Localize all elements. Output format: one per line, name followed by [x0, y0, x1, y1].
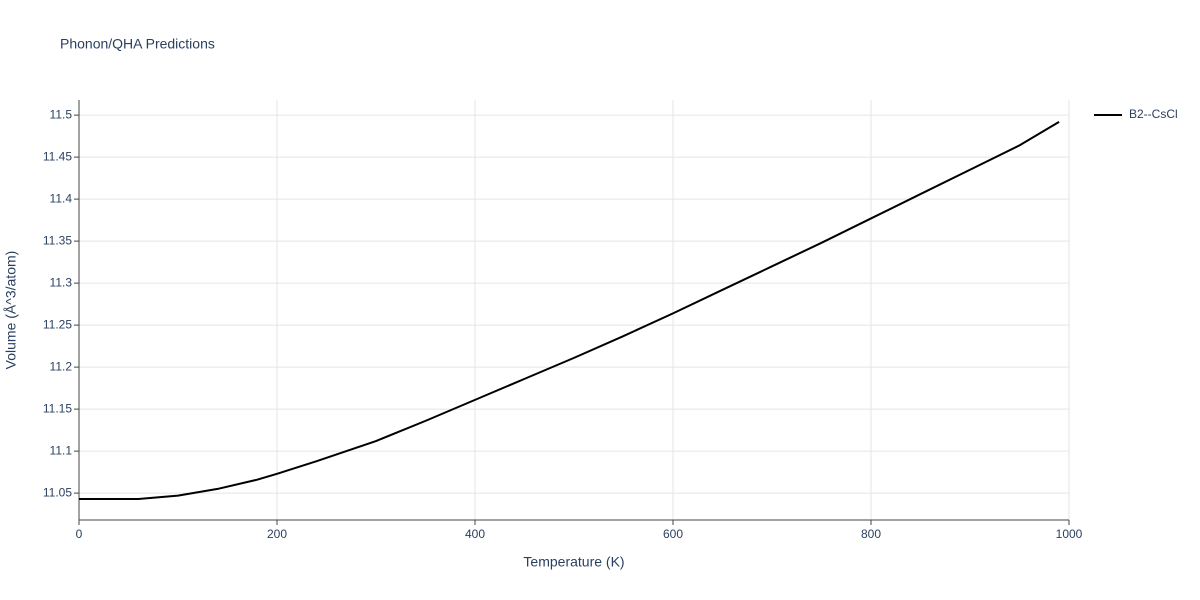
y-axis-title: Volume (Å^3/atom): [3, 251, 19, 370]
x-tick-label: 400: [465, 527, 485, 541]
legend-label: B2--CsCl: [1129, 107, 1178, 121]
x-tick-label: 1000: [1056, 527, 1083, 541]
y-tick-label: 11.25: [43, 317, 72, 331]
chart-title: Phonon/QHA Predictions: [60, 36, 215, 52]
data-line: [79, 120, 1060, 500]
y-tick-label: 11.1: [50, 443, 73, 457]
y-tick-label: 11.4: [50, 191, 73, 205]
y-tick-label: 11.05: [43, 485, 72, 499]
y-tick-label: 11.35: [43, 233, 72, 247]
y-tick-label: 11.3: [50, 275, 73, 289]
x-tick-label: 0: [76, 527, 83, 541]
y-tick-label: 11.5: [50, 107, 73, 121]
x-tick-label: 600: [663, 527, 683, 541]
y-tick-label: 11.2: [50, 359, 73, 373]
x-tick-label: 800: [861, 527, 881, 541]
y-tick-label: 11.45: [43, 149, 72, 163]
y-tick-label: 11.15: [43, 401, 72, 415]
x-tick-label: 200: [267, 527, 287, 541]
x-axis-title: Temperature (K): [523, 554, 624, 570]
